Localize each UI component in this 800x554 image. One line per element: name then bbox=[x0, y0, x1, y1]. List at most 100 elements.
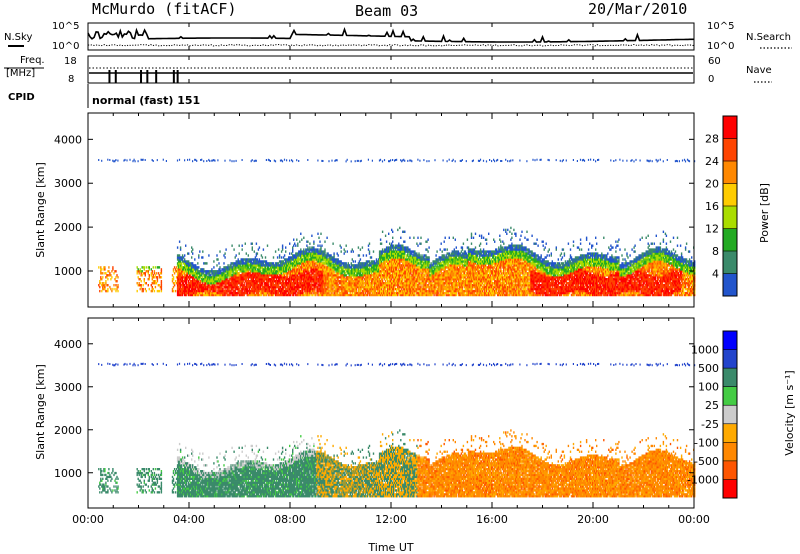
power-cell bbox=[228, 276, 230, 279]
power-cell bbox=[236, 264, 238, 267]
power-cell bbox=[188, 260, 190, 263]
power-cell bbox=[202, 289, 204, 293]
power-cell bbox=[206, 287, 208, 291]
power-cell bbox=[259, 266, 262, 269]
power-cell bbox=[280, 250, 283, 253]
power-cell bbox=[337, 254, 339, 257]
power-cell bbox=[234, 282, 236, 285]
power-cell bbox=[246, 268, 248, 271]
power-cell bbox=[265, 280, 268, 283]
power-cell bbox=[274, 266, 277, 269]
power-cell bbox=[208, 289, 210, 293]
power-cell bbox=[181, 268, 184, 271]
power-cell bbox=[194, 285, 196, 289]
power-cell bbox=[211, 291, 213, 295]
power-cell bbox=[178, 272, 181, 275]
power-cell bbox=[173, 266, 176, 269]
power-cell bbox=[203, 274, 205, 277]
power-cell bbox=[292, 160, 294, 163]
power-cell bbox=[176, 282, 179, 285]
power-cell bbox=[264, 282, 267, 285]
power-cell bbox=[154, 285, 157, 289]
power-cell bbox=[251, 291, 253, 295]
power-cell bbox=[290, 260, 292, 263]
power-cell bbox=[286, 284, 288, 287]
power-cell bbox=[254, 159, 256, 162]
power-cell bbox=[180, 276, 183, 279]
power-cell bbox=[231, 280, 233, 283]
power-cell bbox=[180, 291, 183, 295]
power-cell bbox=[252, 280, 254, 283]
power-cell bbox=[237, 285, 239, 289]
power-cell bbox=[216, 276, 218, 279]
power-cell bbox=[240, 289, 242, 293]
power-cell bbox=[379, 238, 382, 241]
power-cell bbox=[265, 270, 268, 273]
power-cell bbox=[371, 159, 373, 162]
power-cell bbox=[282, 280, 285, 283]
power-cell bbox=[243, 285, 245, 289]
power-cell bbox=[153, 289, 156, 293]
power-cell bbox=[287, 260, 289, 263]
power-cell bbox=[182, 282, 185, 285]
power-cell bbox=[179, 246, 182, 249]
power-cell bbox=[286, 260, 288, 263]
power-cell bbox=[108, 274, 110, 277]
power-cell bbox=[283, 284, 286, 287]
power-cell bbox=[417, 158, 419, 161]
power-cell bbox=[174, 270, 177, 273]
power-cell bbox=[266, 272, 269, 275]
power-cell bbox=[107, 270, 109, 273]
power-cell bbox=[388, 232, 390, 235]
power-cell bbox=[262, 280, 265, 283]
power-cell bbox=[178, 268, 181, 271]
power-cell bbox=[263, 274, 266, 277]
power-cell bbox=[232, 264, 234, 267]
power-cell bbox=[260, 282, 263, 285]
power-cell bbox=[279, 260, 282, 263]
power-cell bbox=[317, 232, 319, 235]
power-cell bbox=[190, 264, 192, 267]
power-cell bbox=[179, 293, 182, 297]
noise-panel: N.Sky 10^5 10^0 10^5 10^0 N.Search bbox=[4, 21, 792, 52]
power-cell bbox=[138, 278, 140, 281]
power-cell bbox=[259, 284, 262, 287]
power-cell bbox=[251, 262, 253, 265]
power-cell bbox=[157, 272, 160, 275]
power-cell bbox=[172, 270, 175, 273]
power-cell bbox=[219, 282, 221, 285]
power-cell bbox=[197, 284, 199, 287]
power-cell bbox=[206, 160, 208, 162]
power-cell bbox=[177, 254, 180, 257]
power-cell bbox=[253, 272, 255, 275]
power-cell bbox=[236, 272, 238, 275]
power-cell bbox=[239, 274, 241, 277]
power-cell bbox=[140, 285, 142, 289]
power-cell bbox=[98, 284, 100, 287]
power-cell bbox=[182, 284, 185, 287]
power-cell bbox=[211, 282, 213, 285]
power-cell bbox=[215, 285, 217, 289]
power-cell bbox=[152, 287, 154, 291]
power-cell bbox=[275, 285, 278, 289]
power-cell bbox=[202, 278, 204, 281]
power-cell bbox=[252, 276, 254, 279]
power-cell bbox=[276, 262, 279, 265]
power-cell bbox=[142, 266, 144, 269]
power-cell bbox=[103, 282, 105, 285]
power-cell bbox=[262, 293, 265, 297]
power-cell bbox=[292, 246, 294, 249]
power-cell bbox=[287, 282, 289, 285]
power-cell bbox=[100, 268, 102, 271]
power-cell bbox=[210, 276, 212, 279]
power-cell bbox=[243, 270, 245, 273]
power-cell bbox=[193, 293, 195, 297]
power-cell bbox=[283, 258, 286, 261]
power-cell bbox=[116, 280, 118, 283]
noise-search-line bbox=[87, 43, 695, 47]
power-cell bbox=[192, 274, 194, 277]
power-cell bbox=[241, 244, 243, 247]
power-cell bbox=[281, 266, 284, 269]
power-cell bbox=[213, 159, 215, 161]
power-cell bbox=[271, 284, 274, 287]
